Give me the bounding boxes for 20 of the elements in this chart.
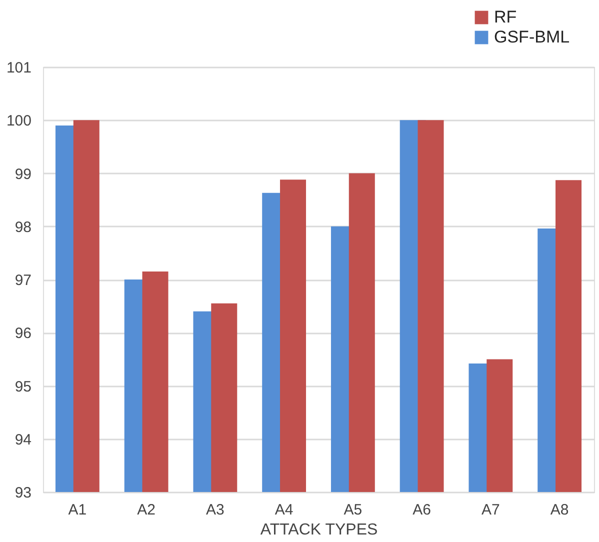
y-tick-label: 101 [6,60,32,76]
y-tick-label: 94 [14,431,32,448]
y-tick-label: 97 [14,272,32,289]
y-tick-label: 93 [14,484,32,502]
x-tick-label: A1 [68,502,87,518]
x-tick-label: A8 [550,502,569,518]
x-tick-label: A6 [412,502,431,518]
legend-label: GSF-BML [494,28,570,46]
x-tick-label: A3 [206,502,224,518]
y-tick-label: 96 [14,325,32,342]
x-tick-label: A4 [274,502,294,518]
x-tick-label: A7 [482,502,500,518]
y-tick-label: 95 [14,378,32,396]
y-tick-label: 100 [6,112,32,130]
x-axis-title: ATTACK TYPES [260,522,378,538]
y-tick-label: 98 [14,218,32,236]
legend-label: RF [494,8,517,26]
x-tick-label: A5 [344,502,362,518]
y-tick-label: 99 [14,166,32,183]
x-tick-label: A2 [137,502,156,518]
